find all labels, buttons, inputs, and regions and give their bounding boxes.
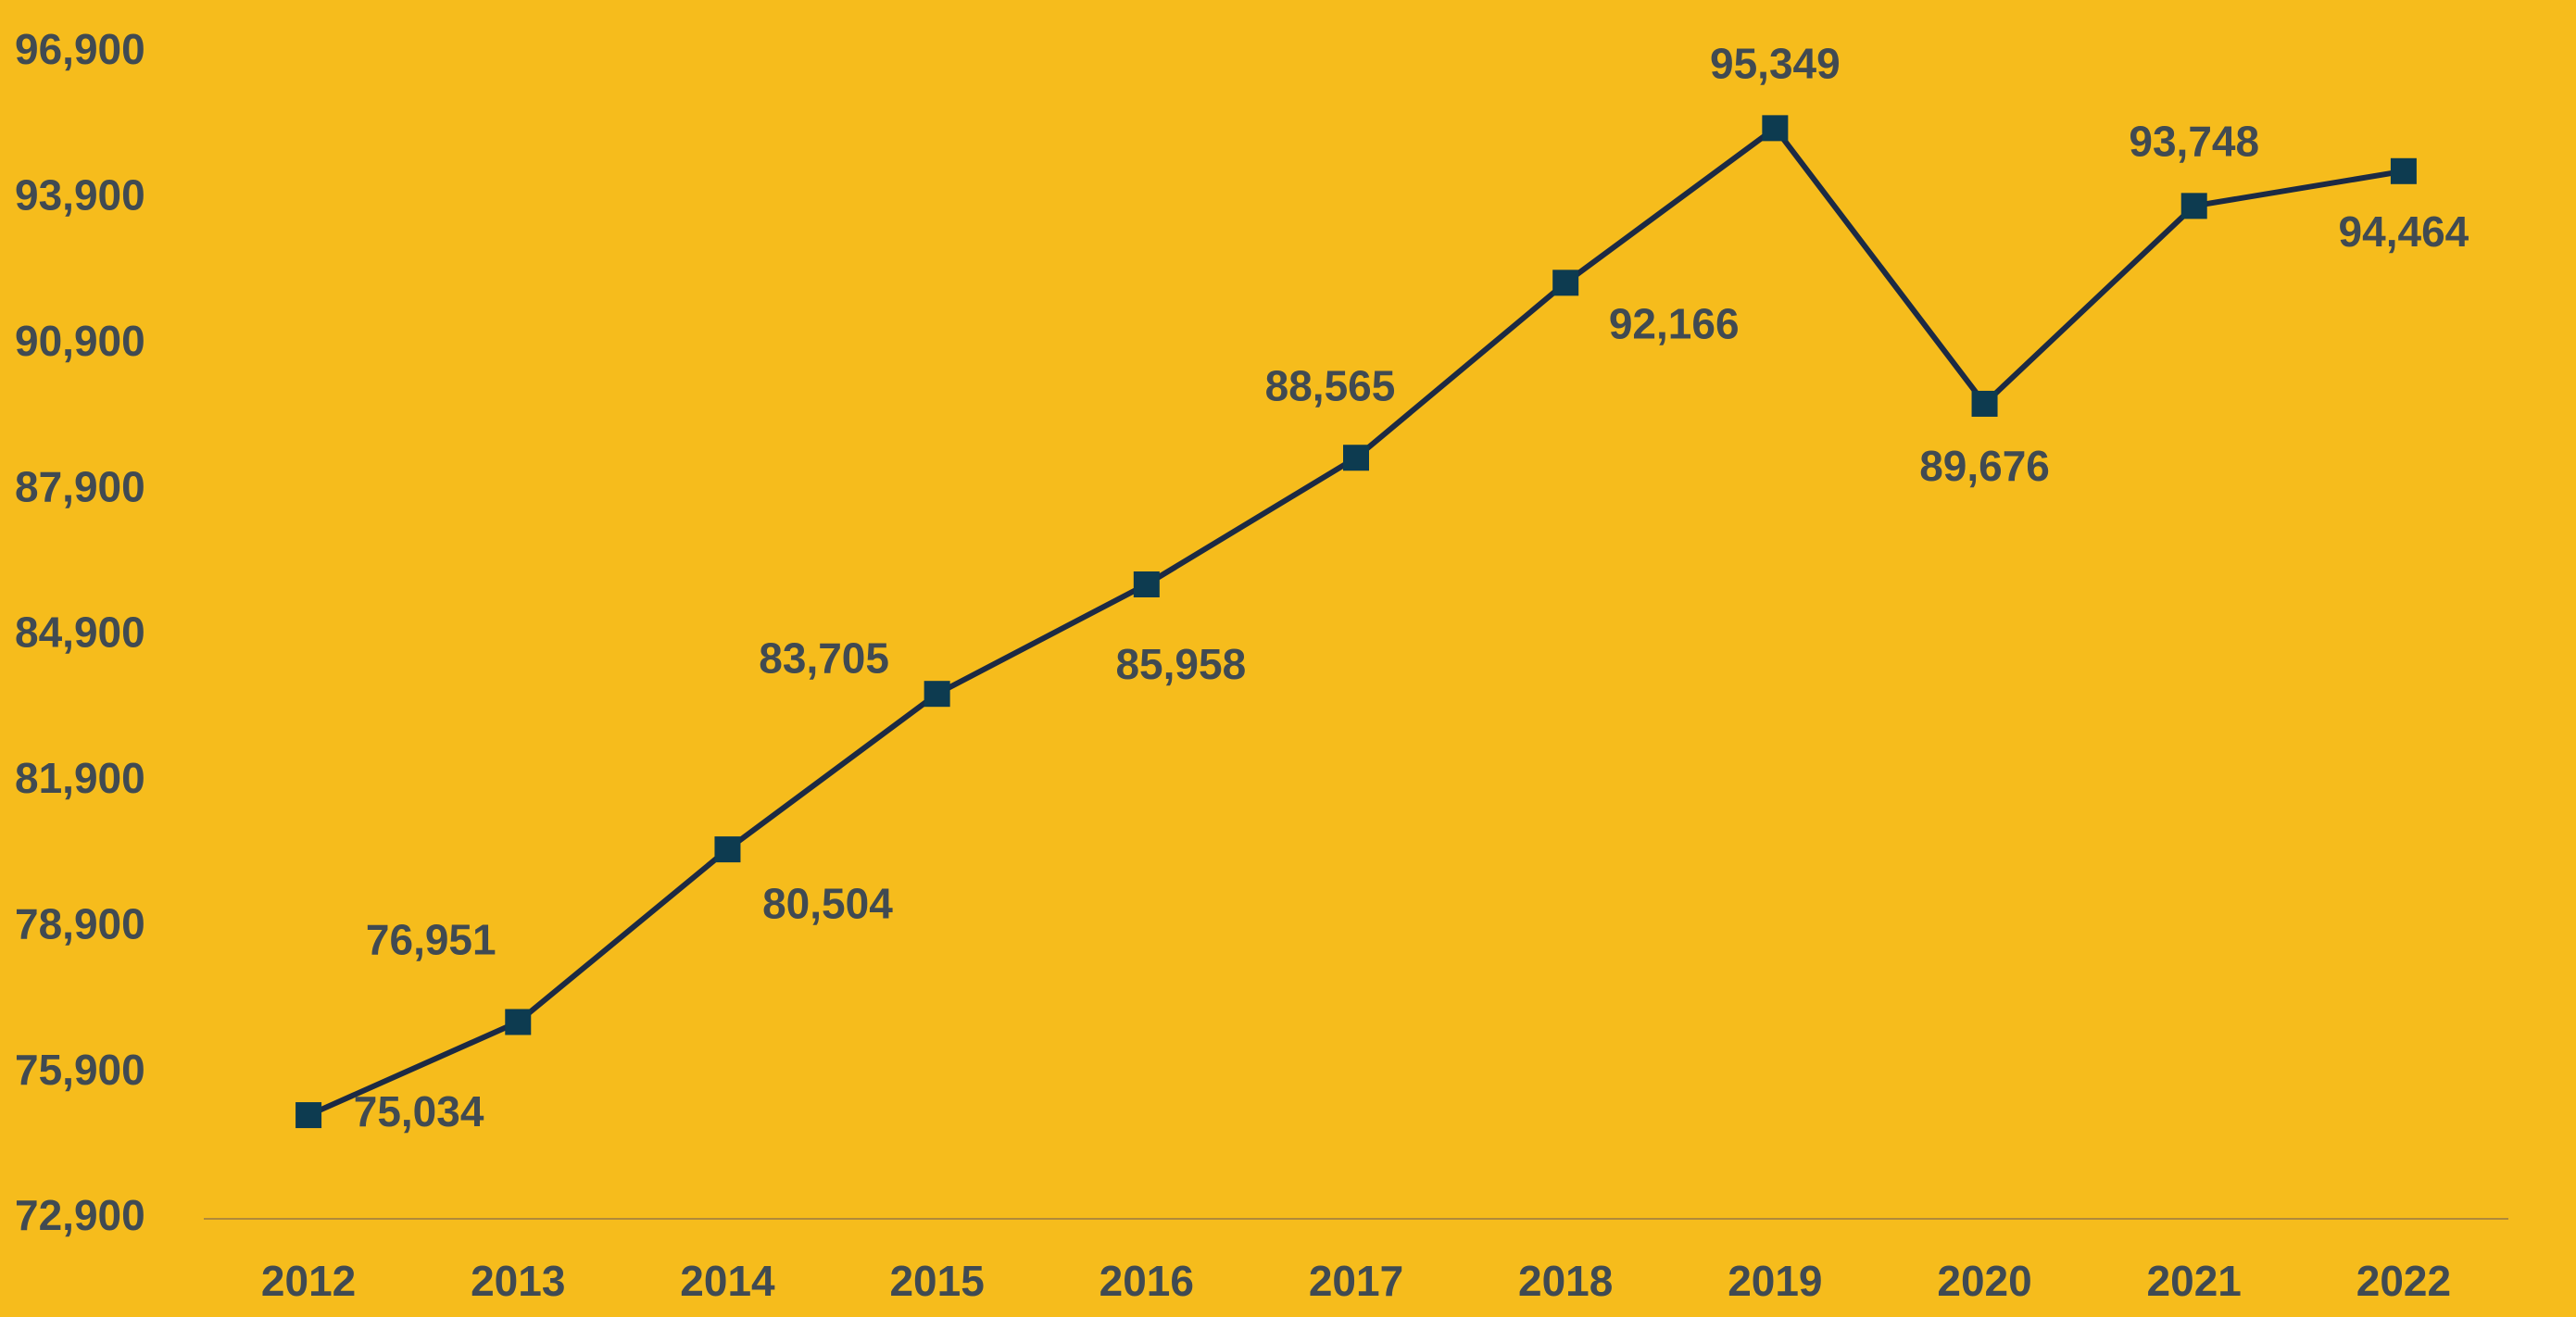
data-label: 75,034 bbox=[354, 1087, 484, 1135]
data-label: 94,464 bbox=[2339, 207, 2469, 256]
marker bbox=[1552, 270, 1579, 296]
data-label: 93,748 bbox=[2129, 118, 2259, 166]
data-label: 80,504 bbox=[762, 879, 893, 927]
data-label: 95,349 bbox=[1710, 40, 1841, 88]
marker bbox=[1971, 390, 1998, 417]
y-tick-label: 81,900 bbox=[15, 754, 145, 802]
data-label: 83,705 bbox=[759, 633, 889, 682]
x-tick-label: 2017 bbox=[1309, 1257, 1403, 1305]
marker bbox=[295, 1102, 322, 1129]
marker bbox=[1133, 571, 1160, 597]
y-tick-label: 96,900 bbox=[15, 25, 145, 73]
x-tick-label: 2015 bbox=[889, 1257, 984, 1305]
y-tick-label: 72,900 bbox=[15, 1191, 145, 1239]
x-tick-label: 2012 bbox=[261, 1257, 356, 1305]
data-label: 88,565 bbox=[1265, 361, 1396, 409]
marker bbox=[1343, 445, 1369, 471]
y-tick-label: 90,900 bbox=[15, 317, 145, 365]
marker bbox=[1762, 115, 1789, 142]
x-tick-label: 2018 bbox=[1518, 1257, 1613, 1305]
data-label: 76,951 bbox=[366, 916, 496, 964]
marker bbox=[505, 1009, 532, 1035]
x-tick-label: 2016 bbox=[1100, 1257, 1194, 1305]
x-tick-label: 2020 bbox=[1937, 1257, 2031, 1305]
data-label: 92,166 bbox=[1609, 299, 1740, 347]
marker bbox=[924, 681, 950, 708]
y-tick-label: 84,900 bbox=[15, 608, 145, 657]
marker bbox=[714, 836, 741, 863]
x-tick-label: 2019 bbox=[1728, 1257, 1822, 1305]
x-tick-label: 2013 bbox=[471, 1257, 565, 1305]
y-tick-label: 87,900 bbox=[15, 462, 145, 510]
x-tick-label: 2022 bbox=[2356, 1257, 2451, 1305]
marker bbox=[2390, 157, 2417, 184]
data-label: 85,958 bbox=[1115, 640, 1246, 688]
data-label: 89,676 bbox=[1919, 442, 2050, 490]
x-tick-label: 2014 bbox=[680, 1257, 775, 1305]
y-tick-label: 75,900 bbox=[15, 1046, 145, 1094]
marker bbox=[2180, 193, 2207, 220]
x-tick-label: 2021 bbox=[2147, 1257, 2242, 1305]
y-tick-label: 93,900 bbox=[15, 171, 145, 220]
y-tick-label: 78,900 bbox=[15, 899, 145, 947]
